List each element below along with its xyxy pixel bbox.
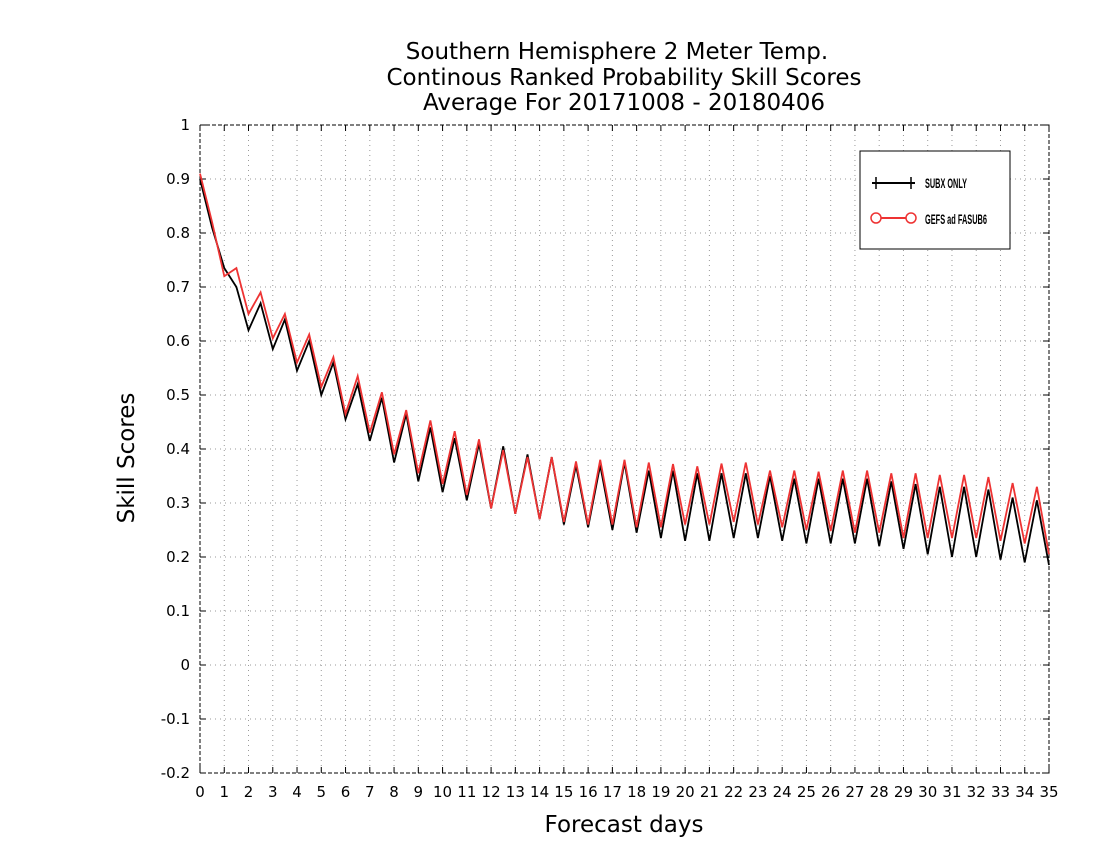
y-tick-label: 0.5: [166, 386, 190, 404]
x-tick-label: 19: [651, 783, 670, 801]
y-tick-label: 0.3: [166, 494, 190, 512]
x-tick-label: 5: [317, 783, 327, 801]
series-lines: [199, 173, 1050, 566]
title-line-3: Average For 20171008 - 20180406: [423, 90, 825, 116]
chart-title: Southern Hemisphere 2 Meter Temp. Contin…: [386, 39, 861, 116]
x-axis-ticks: 0 1 2 3 4 5 6 7 8 9 10 11 12 13 14 15 16 17 18 19 20 21 22 23 24…: [195, 125, 1059, 801]
title-line-1: Southern Hemisphere 2 Meter Temp.: [406, 39, 828, 65]
y-tick-label: 0.7: [166, 278, 190, 296]
x-tick-label: 3: [268, 783, 278, 801]
x-tick-label: 15: [554, 783, 573, 801]
x-tick-label: 10: [433, 783, 452, 801]
y-tick-label: 0.6: [166, 332, 190, 350]
y-tick-label: 0.9: [166, 170, 190, 188]
x-tick-label: 32: [967, 783, 986, 801]
x-tick-label: 8: [389, 783, 399, 801]
y-tick-label: 0: [180, 656, 190, 674]
legend-box: [859, 150, 1011, 250]
x-tick-label: 18: [627, 783, 646, 801]
x-tick-label: 0: [195, 783, 205, 801]
legend-label-subx: SUBX ONLY: [925, 175, 967, 191]
y-tick-label: 0.4: [166, 440, 190, 458]
x-tick-label: 17: [603, 783, 622, 801]
legend: SUBX ONLY GEFS ad FASUB6: [859, 150, 1011, 250]
y-tick-label: -0.1: [161, 710, 190, 728]
x-tick-label: 7: [365, 783, 375, 801]
y-tick-label: 0.1: [166, 602, 190, 620]
x-tick-label: 16: [579, 783, 598, 801]
x-tick-label: 12: [482, 783, 501, 801]
x-tick-label: 30: [918, 783, 937, 801]
x-tick-label: 4: [292, 783, 302, 801]
title-line-2: Continous Ranked Probability Skill Score…: [386, 65, 861, 91]
x-tick-label: 35: [1039, 783, 1058, 801]
x-tick-label: 23: [748, 783, 767, 801]
x-tick-label: 14: [530, 783, 549, 801]
x-tick-label: 28: [870, 783, 889, 801]
y-axis-ticks: -0.2 -0.1 0 0.1 0.2 0.3 0.4 0.5 0.6 0.7 0.8 0.9 1: [161, 116, 1049, 782]
x-axis-label: Forecast days: [545, 812, 704, 838]
x-tick-label: 9: [414, 783, 424, 801]
x-tick-label: 31: [942, 783, 961, 801]
x-tick-label: 1: [219, 783, 229, 801]
x-tick-label: 2: [244, 783, 254, 801]
x-tick-label: 6: [341, 783, 351, 801]
x-tick-label: 24: [773, 783, 792, 801]
x-tick-label: 26: [821, 783, 840, 801]
legend-circle-marker-a: [870, 212, 882, 224]
legend-circle-marker-b: [905, 212, 917, 224]
series-line-gefs: [199, 173, 1050, 555]
legend-label-gefs: GEFS ad FASUB6: [925, 211, 987, 227]
x-tick-label: 29: [894, 783, 913, 801]
x-tick-label: 11: [457, 783, 476, 801]
x-tick-label: 25: [797, 783, 816, 801]
y-tick-label: 0.2: [166, 548, 190, 566]
y-tick-label: -0.2: [161, 764, 190, 782]
x-tick-label: 34: [1015, 783, 1034, 801]
x-tick-label: 13: [506, 783, 525, 801]
y-tick-label: 1: [180, 116, 190, 134]
x-tick-label: 21: [700, 783, 719, 801]
x-tick-label: 27: [845, 783, 864, 801]
y-tick-label: 0.8: [166, 224, 190, 242]
x-tick-label: 20: [676, 783, 695, 801]
x-tick-label: 33: [991, 783, 1010, 801]
grid: [200, 125, 1049, 773]
x-tick-label: 22: [724, 783, 743, 801]
y-axis-label: Skill Scores: [114, 393, 140, 524]
